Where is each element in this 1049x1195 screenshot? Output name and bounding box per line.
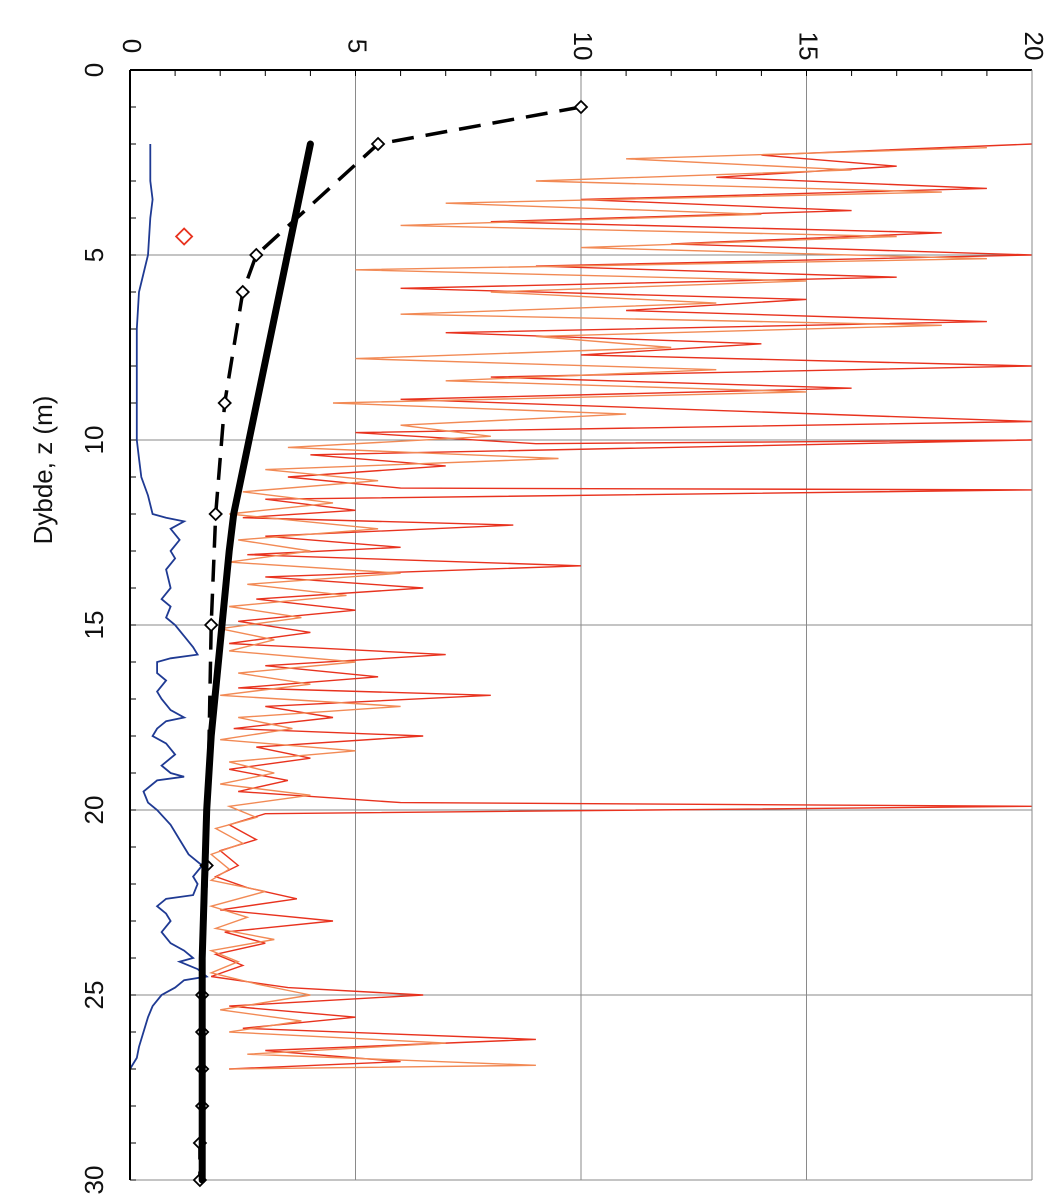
x-tick-label: 0 [117, 39, 147, 53]
y-tick-label: 15 [79, 611, 109, 640]
x-tick-label: 5 [343, 39, 373, 53]
y-tick-label: 0 [79, 63, 109, 77]
x-tick-label: 15 [794, 32, 824, 61]
x-tick-label: 10 [568, 32, 598, 61]
y-tick-label: 10 [79, 426, 109, 455]
y-tick-label: 5 [79, 248, 109, 262]
y-tick-label: 30 [79, 1166, 109, 1195]
x-tick-label: 20 [1019, 32, 1049, 61]
y-tick-label: 20 [79, 796, 109, 825]
y-tick-label: 25 [79, 981, 109, 1010]
y-axis-label: Dybde, z (m) [28, 396, 58, 545]
